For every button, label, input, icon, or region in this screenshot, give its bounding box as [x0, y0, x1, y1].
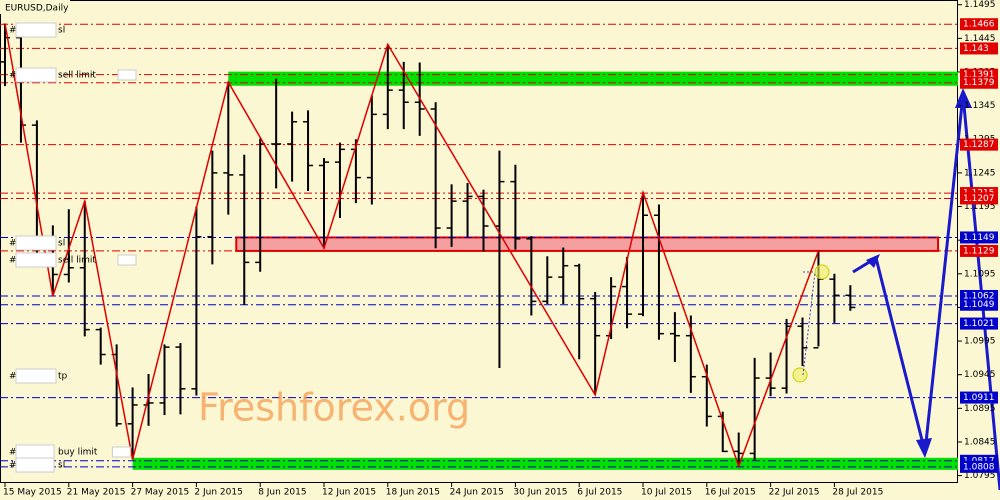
- annotation-label: sl: [58, 239, 65, 249]
- annotation-label: buy limit: [58, 448, 98, 458]
- x-tick-label: 16 Jul 2015: [705, 488, 756, 498]
- x-tick-label: 12 Jun 2015: [322, 488, 376, 498]
- x-tick-label: 2 Jun 2015: [194, 488, 242, 498]
- zone: [235, 236, 940, 252]
- x-tick-label: 30 Jun 2015: [513, 488, 567, 498]
- level-label: 1.1391: [963, 70, 995, 80]
- title-bg: [0, 0, 70, 14]
- y-tick-label: 1.0795: [964, 471, 996, 481]
- x-tick-label: 6 Jul 2015: [577, 488, 622, 498]
- level-label-bg: [960, 76, 998, 89]
- overlay-layer: # sl # sell limit # sl # sell limit # tp # buy limi…: [4, 22, 820, 473]
- chart-title: EURUSD,Daily: [5, 4, 69, 14]
- level-label-bg: [960, 391, 998, 404]
- forecast-path: [852, 94, 965, 453]
- y-tick-label: 1.1345: [964, 101, 996, 111]
- level-label-bg: [960, 192, 998, 205]
- x-tick-label: 22 Jul 2015: [769, 488, 820, 498]
- level-label: 1.0808: [963, 462, 995, 472]
- level-label: 1.1062: [963, 291, 995, 301]
- x-tick-label: 10 Jul 2015: [641, 488, 692, 498]
- y-tick-label: 1.0995: [964, 337, 996, 347]
- redacted-box: [15, 252, 57, 268]
- level-label: 1.143: [963, 44, 989, 54]
- y-tick-label: 1.1445: [964, 34, 996, 44]
- annotation-label: tp: [58, 372, 68, 382]
- redacted-box: [15, 22, 57, 38]
- x-tick-label: 21 May 2015: [67, 488, 126, 498]
- order-link: [802, 271, 816, 376]
- annotation-label: sl: [58, 461, 65, 471]
- annotation-prefix: #: [9, 26, 17, 36]
- x-tick-label: 24 Jun 2015: [450, 488, 504, 498]
- level-label: 1.1207: [963, 194, 995, 204]
- x-tick-label: 28 Jul 2015: [832, 488, 883, 498]
- arrow-head: [955, 88, 972, 108]
- redacted-box: [15, 235, 57, 251]
- level-label-bg: [960, 138, 998, 151]
- redacted-box: [111, 446, 131, 458]
- level-label-bg: [960, 298, 998, 311]
- level-label: 1.1149: [963, 233, 995, 243]
- level-label-bg: [960, 317, 998, 330]
- zigzag-line: [4, 23, 820, 469]
- annotation-prefix: #: [9, 461, 17, 471]
- arrow-heads: [866, 88, 972, 458]
- bars-layer: [0, 23, 856, 467]
- annotation-label: sell limit: [58, 71, 96, 81]
- level-label: 1.1021: [963, 319, 995, 329]
- redacted-box: [117, 254, 137, 266]
- level-label: 1.1129: [963, 246, 995, 256]
- redacted-box: [15, 67, 57, 83]
- x-tick-label: 8 Jun 2015: [258, 488, 306, 498]
- annotation-prefix: #: [9, 239, 17, 249]
- x-tick-label: 27 May 2015: [131, 488, 190, 498]
- redacted-box: [15, 444, 55, 460]
- annotation-prefix: #: [9, 372, 17, 382]
- y-tick-label: 1.0895: [964, 404, 996, 414]
- zone: [228, 71, 959, 86]
- annotation-prefix: #: [9, 448, 17, 458]
- annotation-prefix: #: [9, 256, 17, 266]
- level-label-bg: [960, 460, 998, 473]
- redacted-box: [117, 69, 137, 81]
- y-tick-label: 1.0945: [964, 370, 996, 380]
- level-label: 1.1049: [963, 300, 995, 310]
- y-tick-label: 1.1095: [964, 269, 996, 279]
- y-tick-label: 1.1495: [964, 0, 996, 10]
- redacted-box: [15, 457, 55, 473]
- annotation-prefix: #: [9, 71, 17, 81]
- arrow-head: [916, 438, 932, 458]
- level-label: 1.0911: [963, 393, 995, 403]
- annotation-label: sl: [58, 26, 65, 36]
- level-label: 1.1287: [963, 140, 995, 150]
- annotation-label: sell limit: [58, 256, 96, 266]
- plot-frame: [0, 0, 958, 483]
- watermark: Freshforex.org: [198, 386, 470, 430]
- x-tick-label: 18 Jun 2015: [386, 488, 440, 498]
- level-label-bg: [960, 231, 998, 244]
- x-tick-label: 15 May 2015: [3, 488, 62, 498]
- redacted-box: [15, 368, 57, 384]
- marker: [814, 264, 830, 280]
- y-tick-label: 1.1245: [964, 168, 996, 178]
- level-label: 1.1379: [963, 78, 995, 88]
- zone: [132, 457, 959, 470]
- level-label-bg: [960, 244, 998, 257]
- level-label-bg: [960, 42, 998, 55]
- y-tick-label: 1.1195: [964, 202, 996, 212]
- level-label-bg: [960, 18, 998, 31]
- arrow-head: [866, 254, 880, 268]
- marker: [792, 367, 808, 383]
- y-tick-label: 1.0845: [964, 437, 996, 447]
- level-label: 1.1466: [963, 20, 995, 30]
